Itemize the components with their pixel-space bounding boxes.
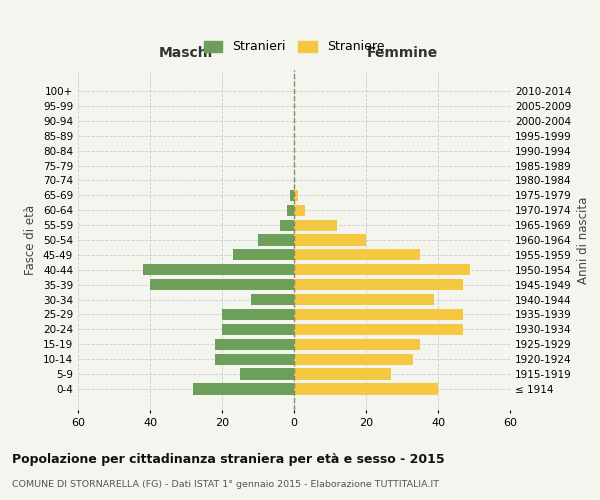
Bar: [294, 324, 463, 335]
Bar: [215, 338, 294, 350]
Text: Maschi: Maschi: [159, 46, 213, 60]
Y-axis label: Fasce di età: Fasce di età: [25, 205, 37, 275]
Text: Femmine: Femmine: [367, 46, 437, 60]
Bar: [150, 279, 294, 290]
Bar: [290, 190, 294, 201]
Bar: [251, 294, 294, 305]
Bar: [294, 368, 391, 380]
Bar: [240, 368, 294, 380]
Legend: Stranieri, Straniere: Stranieri, Straniere: [199, 36, 389, 59]
Bar: [294, 384, 438, 394]
Bar: [215, 354, 294, 365]
Bar: [222, 324, 294, 335]
Bar: [258, 234, 294, 246]
Bar: [233, 250, 294, 260]
Bar: [294, 309, 463, 320]
Bar: [294, 354, 413, 365]
Bar: [294, 204, 305, 216]
Bar: [280, 220, 294, 230]
Bar: [294, 250, 420, 260]
Bar: [294, 338, 420, 350]
Bar: [287, 204, 294, 216]
Bar: [222, 309, 294, 320]
Bar: [294, 220, 337, 230]
Y-axis label: Anni di nascita: Anni di nascita: [577, 196, 590, 284]
Bar: [294, 264, 470, 276]
Bar: [294, 279, 463, 290]
Text: COMUNE DI STORNARELLA (FG) - Dati ISTAT 1° gennaio 2015 - Elaborazione TUTTITALI: COMUNE DI STORNARELLA (FG) - Dati ISTAT …: [12, 480, 439, 489]
Text: Popolazione per cittadinanza straniera per età e sesso - 2015: Popolazione per cittadinanza straniera p…: [12, 452, 445, 466]
Bar: [143, 264, 294, 276]
Bar: [294, 234, 366, 246]
Bar: [294, 190, 298, 201]
Bar: [294, 294, 434, 305]
Bar: [193, 384, 294, 394]
